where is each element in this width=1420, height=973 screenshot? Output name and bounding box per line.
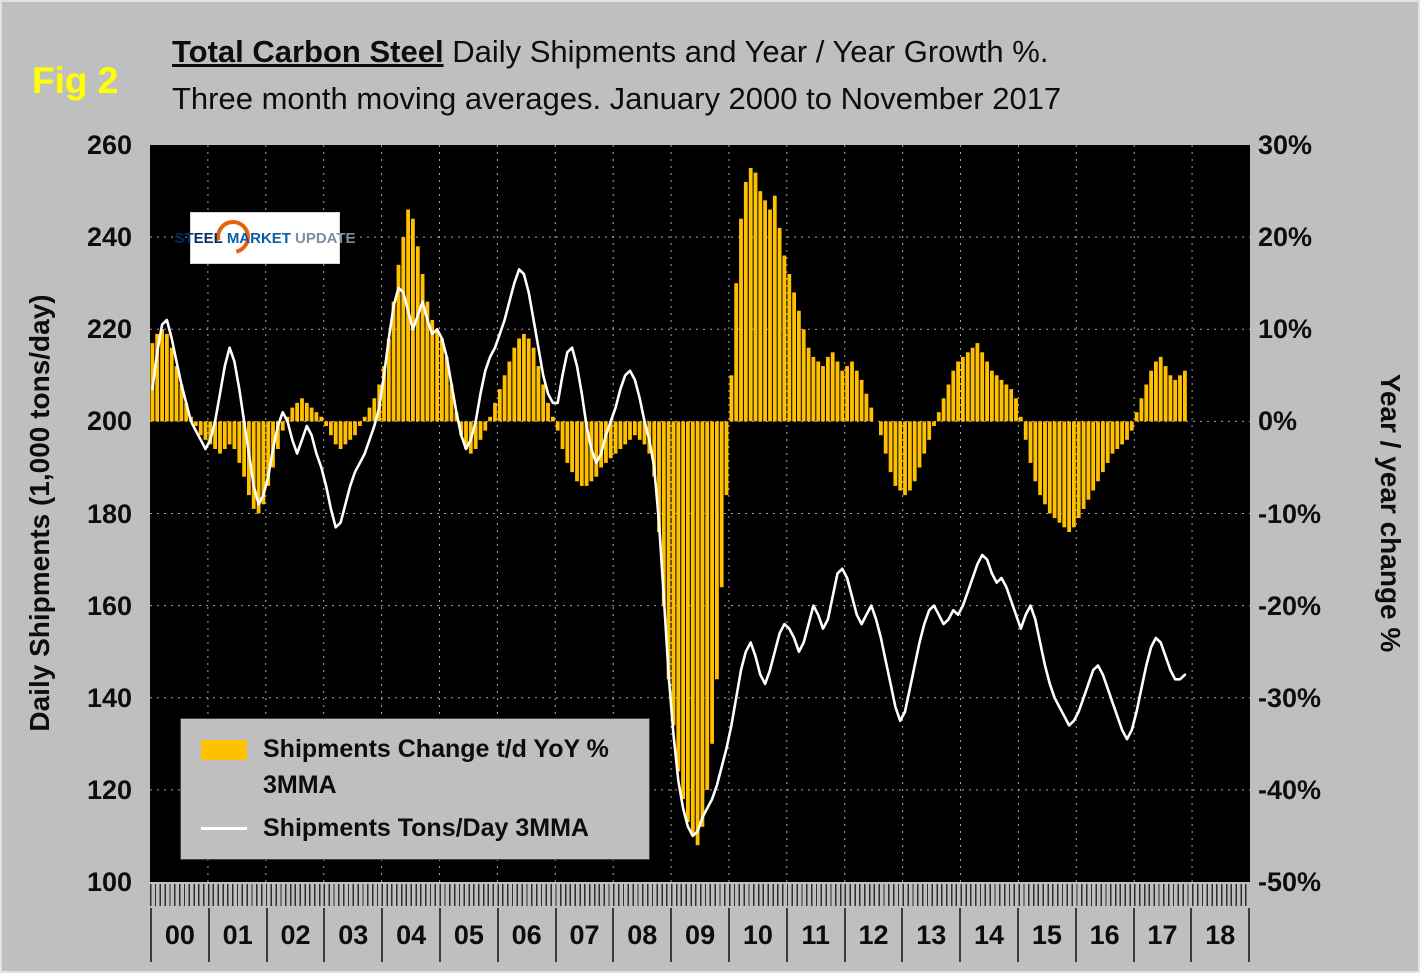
year-label: 09 bbox=[670, 908, 728, 962]
year-label: 05 bbox=[438, 908, 497, 962]
month-tick-band bbox=[150, 884, 1250, 906]
year-label: 07 bbox=[554, 908, 613, 962]
chart-title: Total Carbon Steel Daily Shipments and Y… bbox=[172, 28, 1061, 122]
logo-word-market: MARKET bbox=[226, 229, 291, 247]
legend-bar-label2: 3MMA bbox=[263, 770, 337, 799]
right-axis-tick: 10% bbox=[1258, 314, 1313, 345]
year-label: 16 bbox=[1074, 908, 1133, 962]
year-label: 04 bbox=[381, 908, 439, 962]
year-label: 18 bbox=[1190, 908, 1251, 962]
year-label: 17 bbox=[1132, 908, 1191, 962]
right-axis-title: Year / year change % bbox=[1375, 373, 1406, 653]
year-label: 02 bbox=[265, 908, 324, 962]
shipments-line-series bbox=[151, 268, 1187, 838]
right-axis-ticks: 30% 20% 10% 0% -10% -20% -30% -40% -50% bbox=[1258, 130, 1368, 897]
right-axis-tick: 30% bbox=[1258, 130, 1313, 160]
chart-title-line1: Total Carbon Steel Daily Shipments and Y… bbox=[172, 28, 1061, 75]
fig-label: Fig 2 bbox=[32, 60, 119, 101]
logo-word-steel: STEEL bbox=[174, 229, 223, 247]
year-axis: 00 01 02 03 04 05 06 07 08 09 10 11 12 13 14 15 16 17 18 bbox=[150, 908, 1251, 962]
left-axis-tick: 120 bbox=[86, 774, 132, 805]
chart-title-bold: Total Carbon Steel bbox=[172, 34, 444, 69]
legend-bar-swatch bbox=[201, 739, 247, 760]
right-axis-tick: -20% bbox=[1258, 590, 1322, 621]
year-label: 11 bbox=[785, 908, 844, 962]
right-axis-tick: -10% bbox=[1258, 498, 1322, 529]
legend-bar-label: Shipments Change t/d YoY % bbox=[263, 735, 609, 763]
left-axis-tick: 160 bbox=[86, 590, 132, 621]
year-label: 00 bbox=[150, 908, 208, 962]
legend-item-line: Shipments Tons/Day 3MMA bbox=[201, 814, 629, 843]
right-axis-tick: 0% bbox=[1258, 406, 1298, 437]
year-label: 13 bbox=[901, 908, 959, 962]
left-axis-ticks: 260 240 220 200 180 160 140 120 100 bbox=[2, 130, 140, 897]
yoy-bars-series bbox=[150, 168, 1187, 846]
left-axis-tick: 140 bbox=[86, 682, 132, 713]
right-axis-tick: 20% bbox=[1258, 222, 1313, 253]
chart-title-rest: Daily Shipments and Year / Year Growth %… bbox=[443, 34, 1049, 69]
smu-logo: STEEL MARKET UPDATE bbox=[174, 212, 356, 264]
year-label: 15 bbox=[1016, 908, 1075, 962]
logo-word-update: UPDATE bbox=[294, 229, 356, 247]
legend-item-bars-line2: 3MMA bbox=[263, 771, 629, 800]
legend-line-label: Shipments Tons/Day 3MMA bbox=[263, 814, 589, 842]
right-axis-tick: -30% bbox=[1258, 682, 1322, 713]
year-label: 14 bbox=[959, 908, 1017, 962]
year-label: 06 bbox=[496, 908, 555, 962]
left-axis-tick: 260 bbox=[86, 130, 132, 160]
legend-line-swatch bbox=[201, 827, 247, 830]
left-axis-tick: 220 bbox=[86, 314, 132, 345]
year-label: 03 bbox=[323, 908, 381, 962]
year-label: 10 bbox=[727, 908, 786, 962]
left-axis-tick: 240 bbox=[86, 222, 132, 253]
right-axis-tick: -50% bbox=[1258, 867, 1322, 897]
year-label: 01 bbox=[207, 908, 266, 962]
right-axis-tick: -40% bbox=[1258, 774, 1322, 805]
legend: Shipments Change t/d YoY % 3MMA Shipment… bbox=[180, 718, 650, 860]
left-axis-tick: 200 bbox=[86, 406, 132, 437]
legend-item-bars: Shipments Change t/d YoY % bbox=[201, 735, 629, 764]
left-axis-tick: 180 bbox=[86, 498, 132, 529]
year-label: 12 bbox=[843, 908, 902, 962]
left-axis-tick: 100 bbox=[86, 867, 132, 897]
year-label: 08 bbox=[612, 908, 670, 962]
chart-title-line2: Three month moving averages. January 200… bbox=[172, 81, 1062, 116]
